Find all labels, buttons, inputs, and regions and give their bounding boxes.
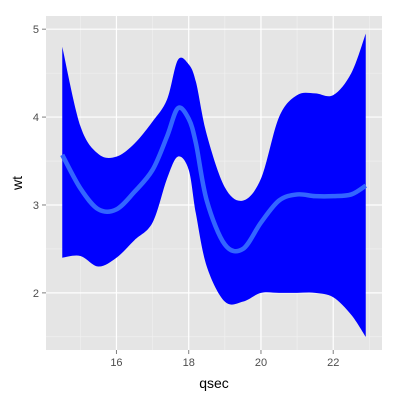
x-axis-ticks: 16 18 20 22 bbox=[110, 350, 339, 369]
x-axis-title: qsec bbox=[199, 375, 229, 391]
confidence-band-layer bbox=[62, 33, 366, 337]
confidence-band bbox=[62, 33, 366, 337]
y-axis-ticks: 2 3 4 5 bbox=[33, 24, 46, 300]
y-tick-label: 3 bbox=[33, 200, 39, 212]
x-tick-label: 22 bbox=[327, 357, 339, 369]
smooth-line bbox=[60, 105, 367, 254]
x-tick-label: 20 bbox=[255, 357, 267, 369]
smooth-line-layer bbox=[60, 105, 367, 254]
y-tick-label: 2 bbox=[33, 288, 39, 300]
x-tick-label: 16 bbox=[110, 357, 122, 369]
y-tick-label: 5 bbox=[33, 24, 39, 36]
x-tick-label: 18 bbox=[183, 357, 195, 369]
y-tick-label: 4 bbox=[33, 112, 39, 124]
y-axis-title: wt bbox=[9, 176, 25, 191]
